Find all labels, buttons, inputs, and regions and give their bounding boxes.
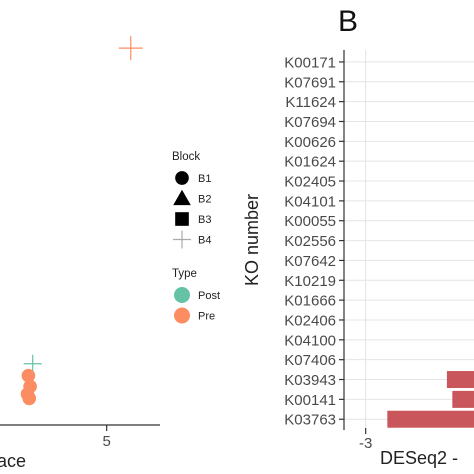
bar-category-label: K04100 xyxy=(284,332,336,349)
legend-label: B4 xyxy=(198,235,211,247)
legend-label: B1 xyxy=(198,173,211,185)
bar-category-label: K07694 xyxy=(284,114,336,131)
bar-category-label: K07406 xyxy=(284,352,336,369)
bar-category-label: K11624 xyxy=(285,94,336,111)
legend-key-b2 xyxy=(173,189,191,206)
bar-k00141 xyxy=(452,390,474,408)
bar-category-label: K07691 xyxy=(284,74,336,91)
legend-label: Post xyxy=(198,290,220,302)
scatter-point xyxy=(118,36,143,61)
bar-category-label: K00171 xyxy=(284,54,336,71)
legend-block-title: Block xyxy=(172,151,200,163)
bar-category-label: K02405 xyxy=(284,174,336,191)
scatter-point xyxy=(23,354,42,373)
bar-category-label: K00626 xyxy=(284,134,336,151)
legend-key-b4 xyxy=(173,230,191,249)
bar-category-label: K10219 xyxy=(284,273,336,290)
legend-key-post xyxy=(174,287,190,303)
bar-category-label: K00055 xyxy=(284,213,336,230)
legend-key-pre xyxy=(174,307,190,324)
bar-y-axis-title: KO number xyxy=(242,194,262,286)
legend-key-b3 xyxy=(175,212,189,226)
bar-category-label: K03763 xyxy=(284,412,336,429)
bar-k03943 xyxy=(446,371,474,389)
bar-category-label: K04101 xyxy=(284,193,336,210)
scatter-point xyxy=(22,391,37,406)
scatter-panel: 5 ace xyxy=(0,36,160,471)
bar-x-tick-label: -3 xyxy=(359,435,372,452)
bar-category-label: K00141 xyxy=(284,392,336,409)
scatter-x-tick-label: 5 xyxy=(102,433,110,450)
bar-category-label: K02406 xyxy=(284,312,336,329)
scatter-x-axis-title: ace xyxy=(0,451,26,471)
legend: Block B1 B2 B3 B4 Type Post Pre xyxy=(172,151,220,324)
scatter-point xyxy=(21,368,36,383)
legend-label: B2 xyxy=(198,194,211,206)
bar-x-axis-title: DESeq2 - xyxy=(380,448,458,468)
bar-category-label: K01624 xyxy=(284,154,336,171)
legend-type-title: Type xyxy=(172,268,197,280)
legend-label: Pre xyxy=(198,311,215,323)
panel-label-b: B xyxy=(338,5,358,38)
bar-category-label: K07642 xyxy=(284,253,336,270)
bar-k03763 xyxy=(387,410,474,428)
bar-category-label: K02556 xyxy=(284,233,336,250)
bar-category-label: K03943 xyxy=(284,372,336,389)
bar-category-label: K01666 xyxy=(284,293,336,310)
legend-label: B3 xyxy=(198,214,211,226)
bar-panel: B KO number K00171 K07691 K11624 K07694 K006… xyxy=(242,5,474,468)
legend-key-b1 xyxy=(175,171,189,185)
